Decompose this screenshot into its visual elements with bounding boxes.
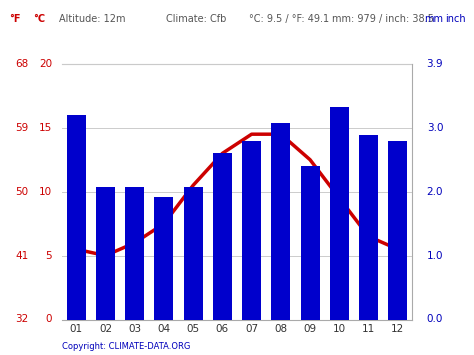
Text: 0: 0 bbox=[46, 315, 52, 324]
Text: 1.0: 1.0 bbox=[427, 251, 443, 261]
Text: Climate: Cfb: Climate: Cfb bbox=[166, 14, 226, 24]
Text: inch: inch bbox=[446, 14, 466, 24]
Bar bbox=[125, 187, 144, 320]
Bar bbox=[155, 197, 173, 320]
Text: 3.0: 3.0 bbox=[427, 123, 443, 133]
Text: 0.0: 0.0 bbox=[427, 315, 443, 324]
Text: 68: 68 bbox=[15, 59, 28, 69]
Text: Altitude: 12m: Altitude: 12m bbox=[59, 14, 126, 24]
Text: 32: 32 bbox=[15, 315, 28, 324]
Text: 59: 59 bbox=[15, 123, 28, 133]
Text: 20: 20 bbox=[39, 59, 52, 69]
Text: 2.0: 2.0 bbox=[427, 187, 443, 197]
Text: 3.9: 3.9 bbox=[427, 59, 443, 69]
Text: 5: 5 bbox=[46, 251, 52, 261]
Text: °C: 9.5 / °F: 49.1: °C: 9.5 / °F: 49.1 bbox=[249, 14, 329, 24]
Text: °F: °F bbox=[9, 14, 21, 24]
Text: 10: 10 bbox=[39, 187, 52, 197]
Bar bbox=[96, 187, 115, 320]
Bar bbox=[301, 166, 319, 320]
Text: 50: 50 bbox=[15, 187, 28, 197]
Bar bbox=[388, 141, 407, 320]
Bar bbox=[67, 115, 86, 320]
Text: mm: 979 / inch: 38.5: mm: 979 / inch: 38.5 bbox=[332, 14, 434, 24]
Text: 41: 41 bbox=[15, 251, 28, 261]
Text: °C: °C bbox=[33, 14, 46, 24]
Bar bbox=[330, 107, 349, 320]
Bar bbox=[359, 136, 378, 320]
Bar bbox=[183, 187, 203, 320]
Bar bbox=[271, 123, 291, 320]
Text: Copyright: CLIMATE-DATA.ORG: Copyright: CLIMATE-DATA.ORG bbox=[62, 343, 190, 351]
Text: mm: mm bbox=[424, 14, 443, 24]
Text: 15: 15 bbox=[39, 123, 52, 133]
Bar bbox=[242, 141, 261, 320]
Bar bbox=[213, 153, 232, 320]
